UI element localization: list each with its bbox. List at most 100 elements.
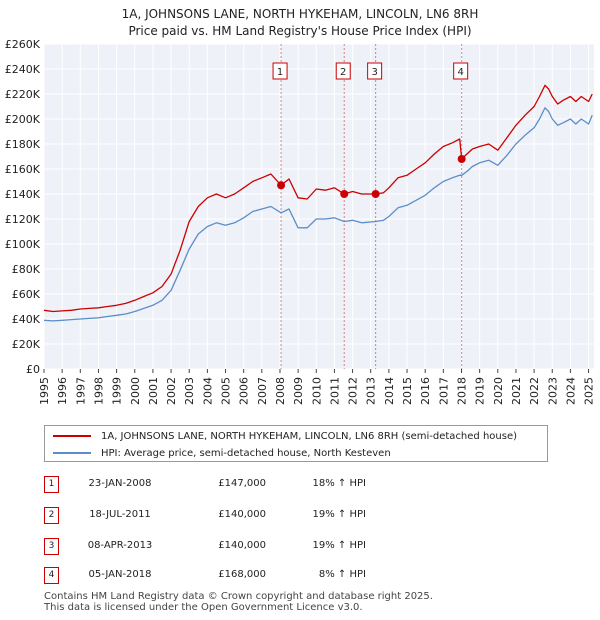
transaction-hpi-change: 19% ↑ HPI: [312, 509, 366, 520]
x-tick-label: 1998: [92, 377, 105, 405]
x-tick-label: 2010: [310, 377, 323, 405]
transaction-date: 23-JAN-2008: [88, 478, 152, 489]
sale-badge-box: [335, 62, 351, 80]
y-tick-label: £260K: [5, 38, 41, 51]
x-tick-label: 2025: [583, 377, 596, 405]
sale-badge-label: 4: [457, 67, 463, 78]
y-tick-label: £120K: [5, 213, 41, 226]
y-tick-label: £0: [26, 363, 40, 376]
x-tick-label: 2024: [564, 377, 577, 405]
sale-point: [371, 190, 380, 198]
x-tick-label: 2006: [238, 377, 251, 405]
transaction-row: 2 18-JUL-2011 £140,000 19% ↑ HPI: [0, 506, 600, 526]
transaction-hpi-change: 8% ↑ HPI: [318, 569, 366, 580]
legend-item-hpi: HPI: Average price, semi-detached house,…: [53, 445, 391, 461]
x-tick-label: 2002: [165, 377, 178, 405]
sale-badge-label: 1: [277, 67, 283, 78]
x-tick-label: 2022: [528, 377, 541, 405]
grid: [43, 43, 594, 370]
x-tick-label: 1995: [38, 377, 51, 405]
sale-point: [277, 181, 286, 190]
price-chart: 1 2 3 4 £0 £20K £40K £60K £80K £100K £120K £140K £1…: [5, 38, 596, 405]
x-tick-label: 2013: [365, 377, 378, 405]
y-tick-label: £80K: [12, 263, 41, 276]
x-tick-label: 2020: [492, 377, 505, 405]
x-tick-label: 2017: [437, 377, 450, 405]
x-tick-label: 1997: [74, 377, 87, 405]
y-tick-label: £160K: [5, 163, 41, 176]
chart-title: 1A, JOHNSONS LANE, NORTH HYKEHAM, LINCOL…: [0, 6, 600, 40]
transaction-price: £147,000: [218, 478, 266, 489]
x-tick-label: 2000: [129, 377, 142, 405]
transaction-row: 1 23-JAN-2008 £147,000 18% ↑ HPI: [0, 475, 600, 495]
x-tick-label: 2005: [220, 377, 233, 405]
sale-badge-box: [272, 62, 288, 80]
series-line: [43, 107, 593, 322]
x-tick-label: 2023: [546, 377, 559, 405]
x-tick-label: 2004: [201, 377, 214, 405]
title-line-2: Price paid vs. HM Land Registry's House …: [128, 24, 472, 38]
transaction-hpi-change: 18% ↑ HPI: [312, 478, 366, 489]
y-axis: £0 £20K £40K £60K £80K £100K £120K £140K £160K £1…: [5, 38, 41, 376]
legend-label-property: 1A, JOHNSONS LANE, NORTH HYKEHAM, LINCOL…: [101, 430, 518, 442]
sale-badges: 1 2 3 4: [272, 62, 469, 80]
transaction-hpi-change: 19% ↑ HPI: [312, 540, 366, 551]
transaction-badge: 4: [44, 567, 59, 584]
transaction-badge: 1: [44, 476, 59, 493]
footer: Contains HM Land Registry data © Crown c…: [44, 591, 433, 613]
transaction-price: £140,000: [218, 540, 266, 551]
x-tick-label: 2003: [183, 377, 196, 405]
licence-notice: This data is licensed under the Open Gov…: [44, 602, 363, 613]
y-tick-label: £40K: [12, 313, 41, 326]
x-tick-label: 2014: [383, 377, 396, 405]
series-lines: [43, 84, 593, 322]
sale-badge-box: [367, 62, 383, 80]
transaction-price: £168,000: [218, 569, 266, 580]
x-axis: 1995 1996 1997 1998 1999 2000 2001 2002 2003 2004…: [38, 369, 596, 405]
x-tick-label: 2019: [474, 377, 487, 405]
sale-badge-label: 3: [371, 67, 377, 78]
transaction-badge: 3: [44, 538, 59, 555]
x-tick-label: 2016: [419, 377, 432, 405]
sale-badge-box: [453, 62, 469, 80]
x-tick-label: 2018: [455, 377, 468, 405]
x-tick-label: 1999: [111, 377, 124, 405]
series-line: [43, 84, 593, 313]
y-tick-label: £100K: [5, 238, 41, 251]
x-tick-label: 2008: [274, 377, 287, 405]
y-tick-label: £200K: [5, 113, 41, 126]
y-tick-label: £140K: [5, 188, 41, 201]
x-tick-label: 2011: [328, 377, 341, 405]
legend-swatch-hpi: [53, 452, 91, 454]
transaction-row: 4 05-JAN-2018 £168,000 8% ↑ HPI: [0, 566, 600, 586]
copyright-notice: Contains HM Land Registry data © Crown c…: [44, 591, 433, 602]
legend-label-hpi: HPI: Average price, semi-detached house,…: [101, 447, 391, 459]
legend: 1A, JOHNSONS LANE, NORTH HYKEHAM, LINCOL…: [44, 425, 548, 462]
transaction-date: 05-JAN-2018: [88, 569, 152, 580]
y-tick-label: £20K: [12, 338, 41, 351]
transaction-date: 18-JUL-2011: [89, 509, 151, 520]
x-tick-label: 2012: [347, 377, 360, 405]
legend-swatch-property: [53, 435, 91, 437]
title-line-1: 1A, JOHNSONS LANE, NORTH HYKEHAM, LINCOL…: [121, 7, 479, 21]
y-tick-label: £240K: [5, 63, 41, 76]
sale-points: [277, 155, 466, 198]
transaction-row: 3 08-APR-2013 £140,000 19% ↑ HPI: [0, 537, 600, 557]
x-tick-label: 2021: [510, 377, 523, 405]
sale-point: [340, 190, 349, 198]
y-tick-label: £220K: [5, 88, 41, 101]
x-tick-label: 2009: [292, 377, 305, 405]
sale-badge-label: 2: [340, 67, 346, 78]
x-tick-label: 2007: [256, 377, 269, 405]
transaction-badge: 2: [44, 507, 59, 524]
legend-item-property: 1A, JOHNSONS LANE, NORTH HYKEHAM, LINCOL…: [53, 428, 517, 444]
x-tick-label: 1996: [56, 377, 69, 405]
y-tick-label: £180K: [5, 138, 41, 151]
x-tick-label: 2015: [401, 377, 414, 405]
sale-point: [457, 155, 466, 163]
y-tick-label: £60K: [12, 288, 41, 301]
plot-background: [44, 44, 594, 369]
x-tick-label: 2001: [147, 377, 160, 405]
transaction-price: £140,000: [218, 509, 266, 520]
transaction-date: 08-APR-2013: [87, 540, 153, 551]
